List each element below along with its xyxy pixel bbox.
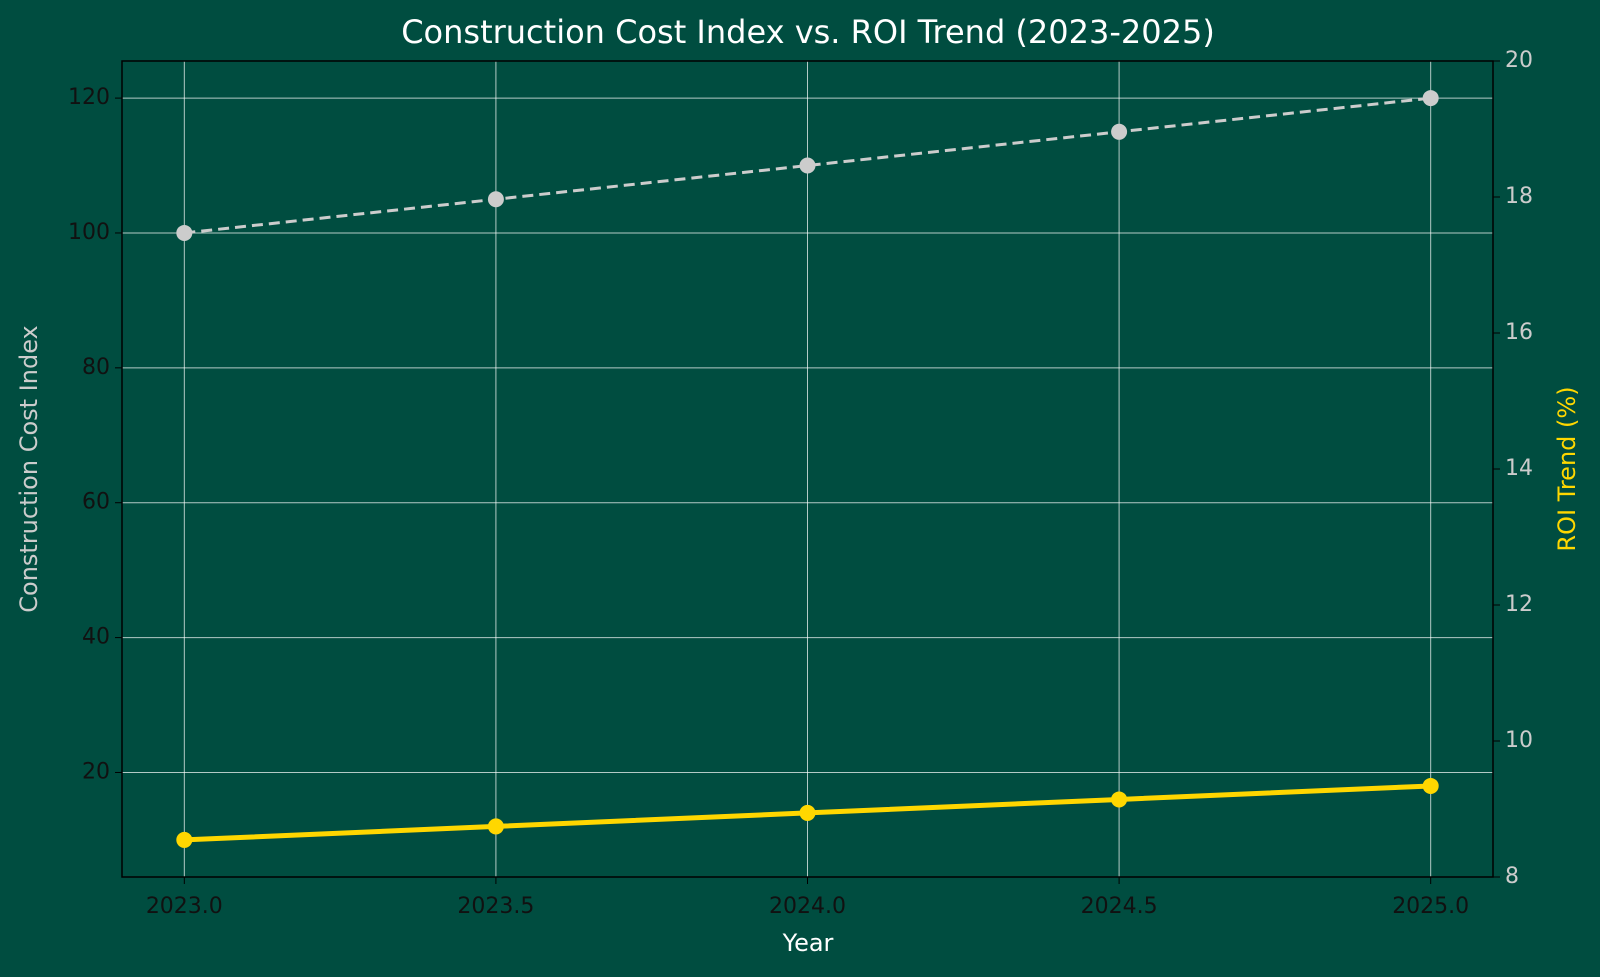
chart-title: Construction Cost Index vs. ROI Trend (2…	[401, 13, 1215, 51]
x-axis-label: Year	[782, 929, 834, 957]
data-point	[799, 157, 816, 174]
y-tick-label: 60	[82, 490, 110, 515]
data-point	[176, 831, 193, 848]
y2-tick-label: 20	[1505, 48, 1533, 73]
y-tick-label: 20	[82, 759, 110, 784]
y-tick-label: 100	[68, 220, 110, 245]
y2-tick-label: 12	[1505, 592, 1533, 617]
x-tick-label: 2025.0	[1392, 894, 1469, 919]
y-tick-label: 80	[82, 355, 110, 380]
data-point	[1422, 777, 1439, 794]
data-point	[1111, 791, 1128, 808]
data-point	[799, 804, 816, 821]
data-point	[487, 191, 504, 208]
data-point	[1422, 90, 1439, 107]
plot-frame	[121, 60, 1494, 878]
y2-tick-label: 10	[1505, 728, 1533, 753]
y-axis-label: Construction Cost Index	[15, 325, 43, 613]
data-point	[176, 224, 193, 241]
y2-tick-label: 14	[1505, 456, 1533, 481]
x-tick-label: 2024.5	[1081, 894, 1158, 919]
y2-axis-label: ROI Trend (%)	[1553, 386, 1581, 551]
y2-tick-label: 16	[1505, 320, 1533, 345]
data-point	[487, 818, 504, 835]
y2-tick-label: 8	[1505, 864, 1519, 889]
x-tick-label: 2023.0	[146, 894, 223, 919]
x-tick-label: 2023.5	[457, 894, 534, 919]
series-line	[184, 96, 1431, 235]
y-tick-label: 40	[82, 625, 110, 650]
y-tick-label: 120	[68, 85, 110, 110]
y2-tick-label: 18	[1505, 184, 1533, 209]
x-tick-label: 2024.0	[769, 894, 846, 919]
data-point	[1111, 123, 1128, 140]
